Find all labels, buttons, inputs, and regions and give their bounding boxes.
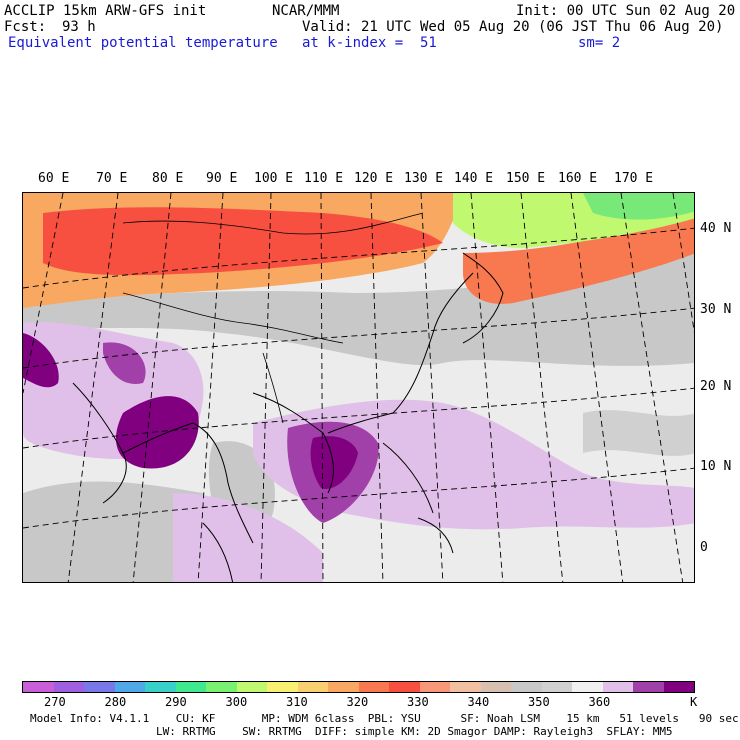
lat-label: 40 N	[700, 221, 732, 236]
gray-band	[583, 410, 694, 456]
colorbar-swatch	[633, 682, 664, 692]
field-name: Equivalent potential temperature	[8, 35, 278, 51]
colorbar-swatch	[541, 682, 572, 692]
colorbar-swatch	[267, 682, 298, 692]
colorbar-swatch	[389, 682, 420, 692]
colorbar-swatch	[572, 682, 603, 692]
colorbar-swatch	[145, 682, 176, 692]
level-info: at k-index = 51	[302, 35, 437, 51]
colorbar-swatch	[511, 682, 542, 692]
colorbar-swatch	[206, 682, 237, 692]
borders	[122, 212, 424, 424]
smoothing-info: sm= 2	[578, 35, 621, 51]
colorbar-tick-label: 320	[346, 695, 369, 709]
high-thetae	[115, 396, 199, 469]
lat-label: 0	[700, 540, 708, 555]
colorbar-swatch	[23, 682, 54, 692]
lon-label: 130 E	[404, 171, 444, 186]
cool-region	[583, 193, 694, 220]
lon-label: 110 E	[304, 171, 344, 186]
colorbar-swatch	[114, 682, 145, 692]
coastlines	[72, 252, 504, 582]
footer-physics-info: LW: RRTMG SW: RRTMG DIFF: simple KM: 2D …	[156, 725, 673, 738]
init-time: Init: 00 UTC Sun 02 Aug 20	[516, 3, 736, 19]
lon-label: 90 E	[206, 171, 238, 186]
colorbar-unit: K	[690, 695, 698, 709]
colorbar-tick-label: 360	[588, 695, 611, 709]
colorbar	[22, 681, 695, 693]
lon-label: 120 E	[354, 171, 394, 186]
hot-region	[463, 213, 694, 304]
lon-label: 150 E	[506, 171, 546, 186]
colorbar-swatch	[663, 682, 694, 692]
colorbar-swatch	[602, 682, 633, 692]
lon-label: 70 E	[96, 171, 128, 186]
colorbar-swatch	[328, 682, 359, 692]
model-title: ACCLIP 15km ARW-GFS init	[4, 3, 207, 19]
hot-region	[43, 207, 443, 276]
lat-label: 10 N	[700, 459, 732, 474]
colorbar-tick-label: 330	[407, 695, 429, 709]
colorbar-swatch	[480, 682, 511, 692]
valid-time: Valid: 21 UTC Wed 05 Aug 20 (06 JST Thu …	[302, 19, 724, 35]
colorbar-tick-label: 290	[165, 695, 187, 709]
forecast-hour: 93 h	[62, 19, 96, 35]
lon-label: 80 E	[152, 171, 184, 186]
high-thetae	[103, 342, 146, 384]
colorbar-swatch	[175, 682, 206, 692]
lon-label: 160 E	[558, 171, 598, 186]
colorbar-swatch	[84, 682, 115, 692]
footer-model-info: Model Info: V4.1.1 CU: KF MP: WDM 6class…	[30, 712, 739, 725]
colorbar-tick-label: 280	[104, 695, 127, 709]
lon-label: 170 E	[614, 171, 654, 186]
lat-label: 20 N	[700, 379, 732, 394]
lon-label: 100 E	[254, 171, 294, 186]
colorbar-tick-label: 340	[467, 695, 490, 709]
colorbar-swatch	[236, 682, 267, 692]
colorbar-swatch	[450, 682, 481, 692]
lon-label: 140 E	[454, 171, 494, 186]
colorbar-tick-label: 300	[225, 695, 248, 709]
colorbar-swatch	[297, 682, 328, 692]
colorbar-swatch	[358, 682, 389, 692]
lon-label: 60 E	[38, 171, 70, 186]
org-label: NCAR/MMM	[272, 3, 340, 19]
colorbar-swatch	[53, 682, 84, 692]
map-canvas	[23, 193, 694, 582]
lat-label: 30 N	[700, 302, 732, 317]
colorbar-swatch	[419, 682, 450, 692]
theta-e-map	[22, 192, 695, 583]
graticule	[23, 193, 694, 582]
forecast-label: Fcst:	[4, 19, 47, 35]
high-thetae	[23, 333, 59, 388]
colorbar-tick-label: 270	[44, 695, 66, 709]
moist-region	[173, 493, 323, 582]
colorbar-tick-label: 310	[286, 695, 308, 709]
colorbar-tick-label: 350	[528, 695, 550, 709]
